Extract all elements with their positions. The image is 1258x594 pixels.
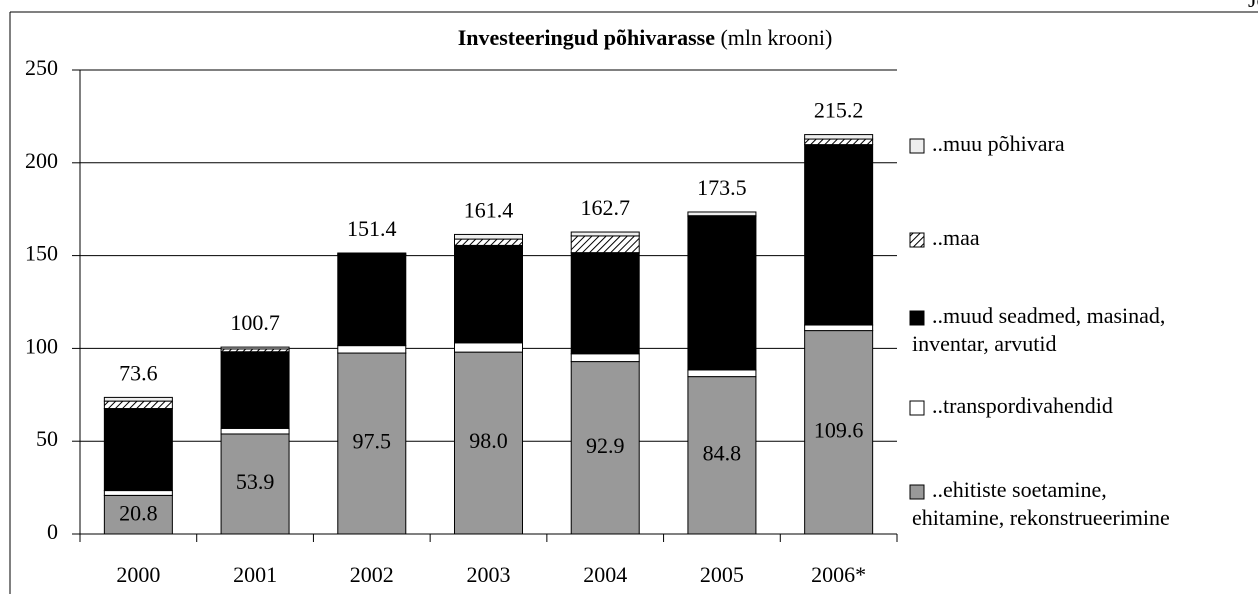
- value-label: 92.9: [586, 433, 625, 458]
- bar-segment: [337, 345, 407, 354]
- bar-segment: [687, 376, 757, 535]
- bar-segment: [454, 244, 523, 344]
- legend-swatch: [909, 310, 925, 326]
- value-label: 44.2: [119, 431, 158, 456]
- value-label: 98.0: [469, 428, 508, 453]
- y-tick-label: 200: [25, 148, 58, 173]
- bar-segment: [454, 342, 523, 353]
- bar-segment: [454, 233, 523, 240]
- total-label: 100.7: [230, 310, 280, 335]
- value-label: 41.3: [236, 371, 275, 396]
- bar-segment: [220, 351, 290, 429]
- value-label: 97.5: [353, 429, 392, 454]
- bar-segment: [804, 324, 874, 332]
- bar-segment: [570, 353, 640, 363]
- y-tick-label: 250: [25, 55, 58, 80]
- bar-segment: [687, 211, 757, 217]
- x-tick-label: 2004: [583, 562, 627, 587]
- total-label: 162.7: [580, 195, 630, 220]
- legend-swatch: [909, 484, 925, 500]
- bar-segment: [804, 144, 874, 326]
- bar-segment: [103, 490, 173, 496]
- bar-segment: [337, 252, 407, 255]
- y-tick-label: 0: [47, 519, 58, 544]
- title-main: Investeeringud põhivarasse: [458, 25, 716, 50]
- bar-segment: [570, 231, 640, 237]
- value-label: 53.9: [236, 469, 275, 494]
- bar-segment: [103, 408, 173, 492]
- bar-segment: [337, 254, 407, 347]
- value-label: 97.2: [819, 216, 858, 241]
- bar-segment: [220, 427, 290, 435]
- x-tick-label: 2001: [233, 562, 277, 587]
- bar-segment: [687, 216, 757, 371]
- legend-swatch: [909, 138, 925, 154]
- legend-label: ..muu põhivara: [932, 131, 1065, 156]
- x-tick-label: 2000: [116, 562, 160, 587]
- bar-segment: [804, 330, 874, 535]
- title-sub: (mln krooni): [720, 25, 832, 50]
- bar-segment: [570, 235, 640, 254]
- bar-segment: [804, 134, 874, 140]
- total-label: 215.2: [814, 98, 864, 123]
- legend-line: ..ehitiste soetamine,: [932, 477, 1112, 502]
- value-label: 82.6: [703, 274, 742, 299]
- x-tick-label: 2003: [467, 562, 511, 587]
- bar-segment: [804, 138, 874, 146]
- value-label: 48.9: [353, 281, 392, 306]
- total-label: 173.5: [697, 175, 747, 200]
- legend-line: ehitamine, rekonstrueerimine: [912, 505, 1170, 530]
- legend-line: inventar, arvutid: [912, 331, 1057, 356]
- bar-segment: [103, 400, 173, 410]
- y-tick-label: 100: [25, 333, 58, 358]
- value-label: 54.5: [586, 284, 625, 309]
- bar-segment: [570, 361, 640, 535]
- value-label: 84.8: [703, 440, 742, 465]
- bar-segment: [103, 396, 173, 402]
- bar-segment: [220, 433, 290, 535]
- value-label: 20.8: [119, 500, 158, 525]
- value-label: 109.6: [814, 417, 864, 442]
- chart-title: Investeeringud põhivarasse (mln krooni): [458, 25, 833, 50]
- bar-segment: [103, 494, 173, 535]
- value-label: 52.5: [469, 275, 508, 300]
- y-tick-label: 50: [36, 426, 58, 451]
- bar-segment: [220, 346, 290, 350]
- bar-segment: [687, 369, 757, 378]
- legend-label: ..transpordivahendid: [932, 393, 1113, 418]
- bar-segment: [337, 352, 407, 535]
- legend-swatch: [909, 232, 925, 248]
- legend-line: ..muud seadmed, masinad,: [932, 303, 1171, 328]
- x-tick-label: 2006*: [811, 562, 866, 587]
- legend-label: ..muud seadmed, masinad, inventar, arvut…: [912, 303, 1171, 356]
- corner-label: Joonis: [1248, 0, 1258, 12]
- x-tick-label: 2005: [700, 562, 744, 587]
- total-label: 161.4: [464, 197, 514, 222]
- total-label: 151.4: [347, 216, 397, 241]
- legend-label: ..maa: [932, 225, 980, 250]
- bar-segment: [570, 252, 640, 355]
- total-label: 73.6: [119, 360, 158, 385]
- legend-label: ..ehitiste soetamine, ehitamine, rekonst…: [912, 477, 1170, 530]
- bar-segment: [454, 238, 523, 246]
- y-tick-label: 150: [25, 241, 58, 266]
- legend-swatch: [909, 400, 925, 416]
- x-tick-label: 2002: [350, 562, 394, 587]
